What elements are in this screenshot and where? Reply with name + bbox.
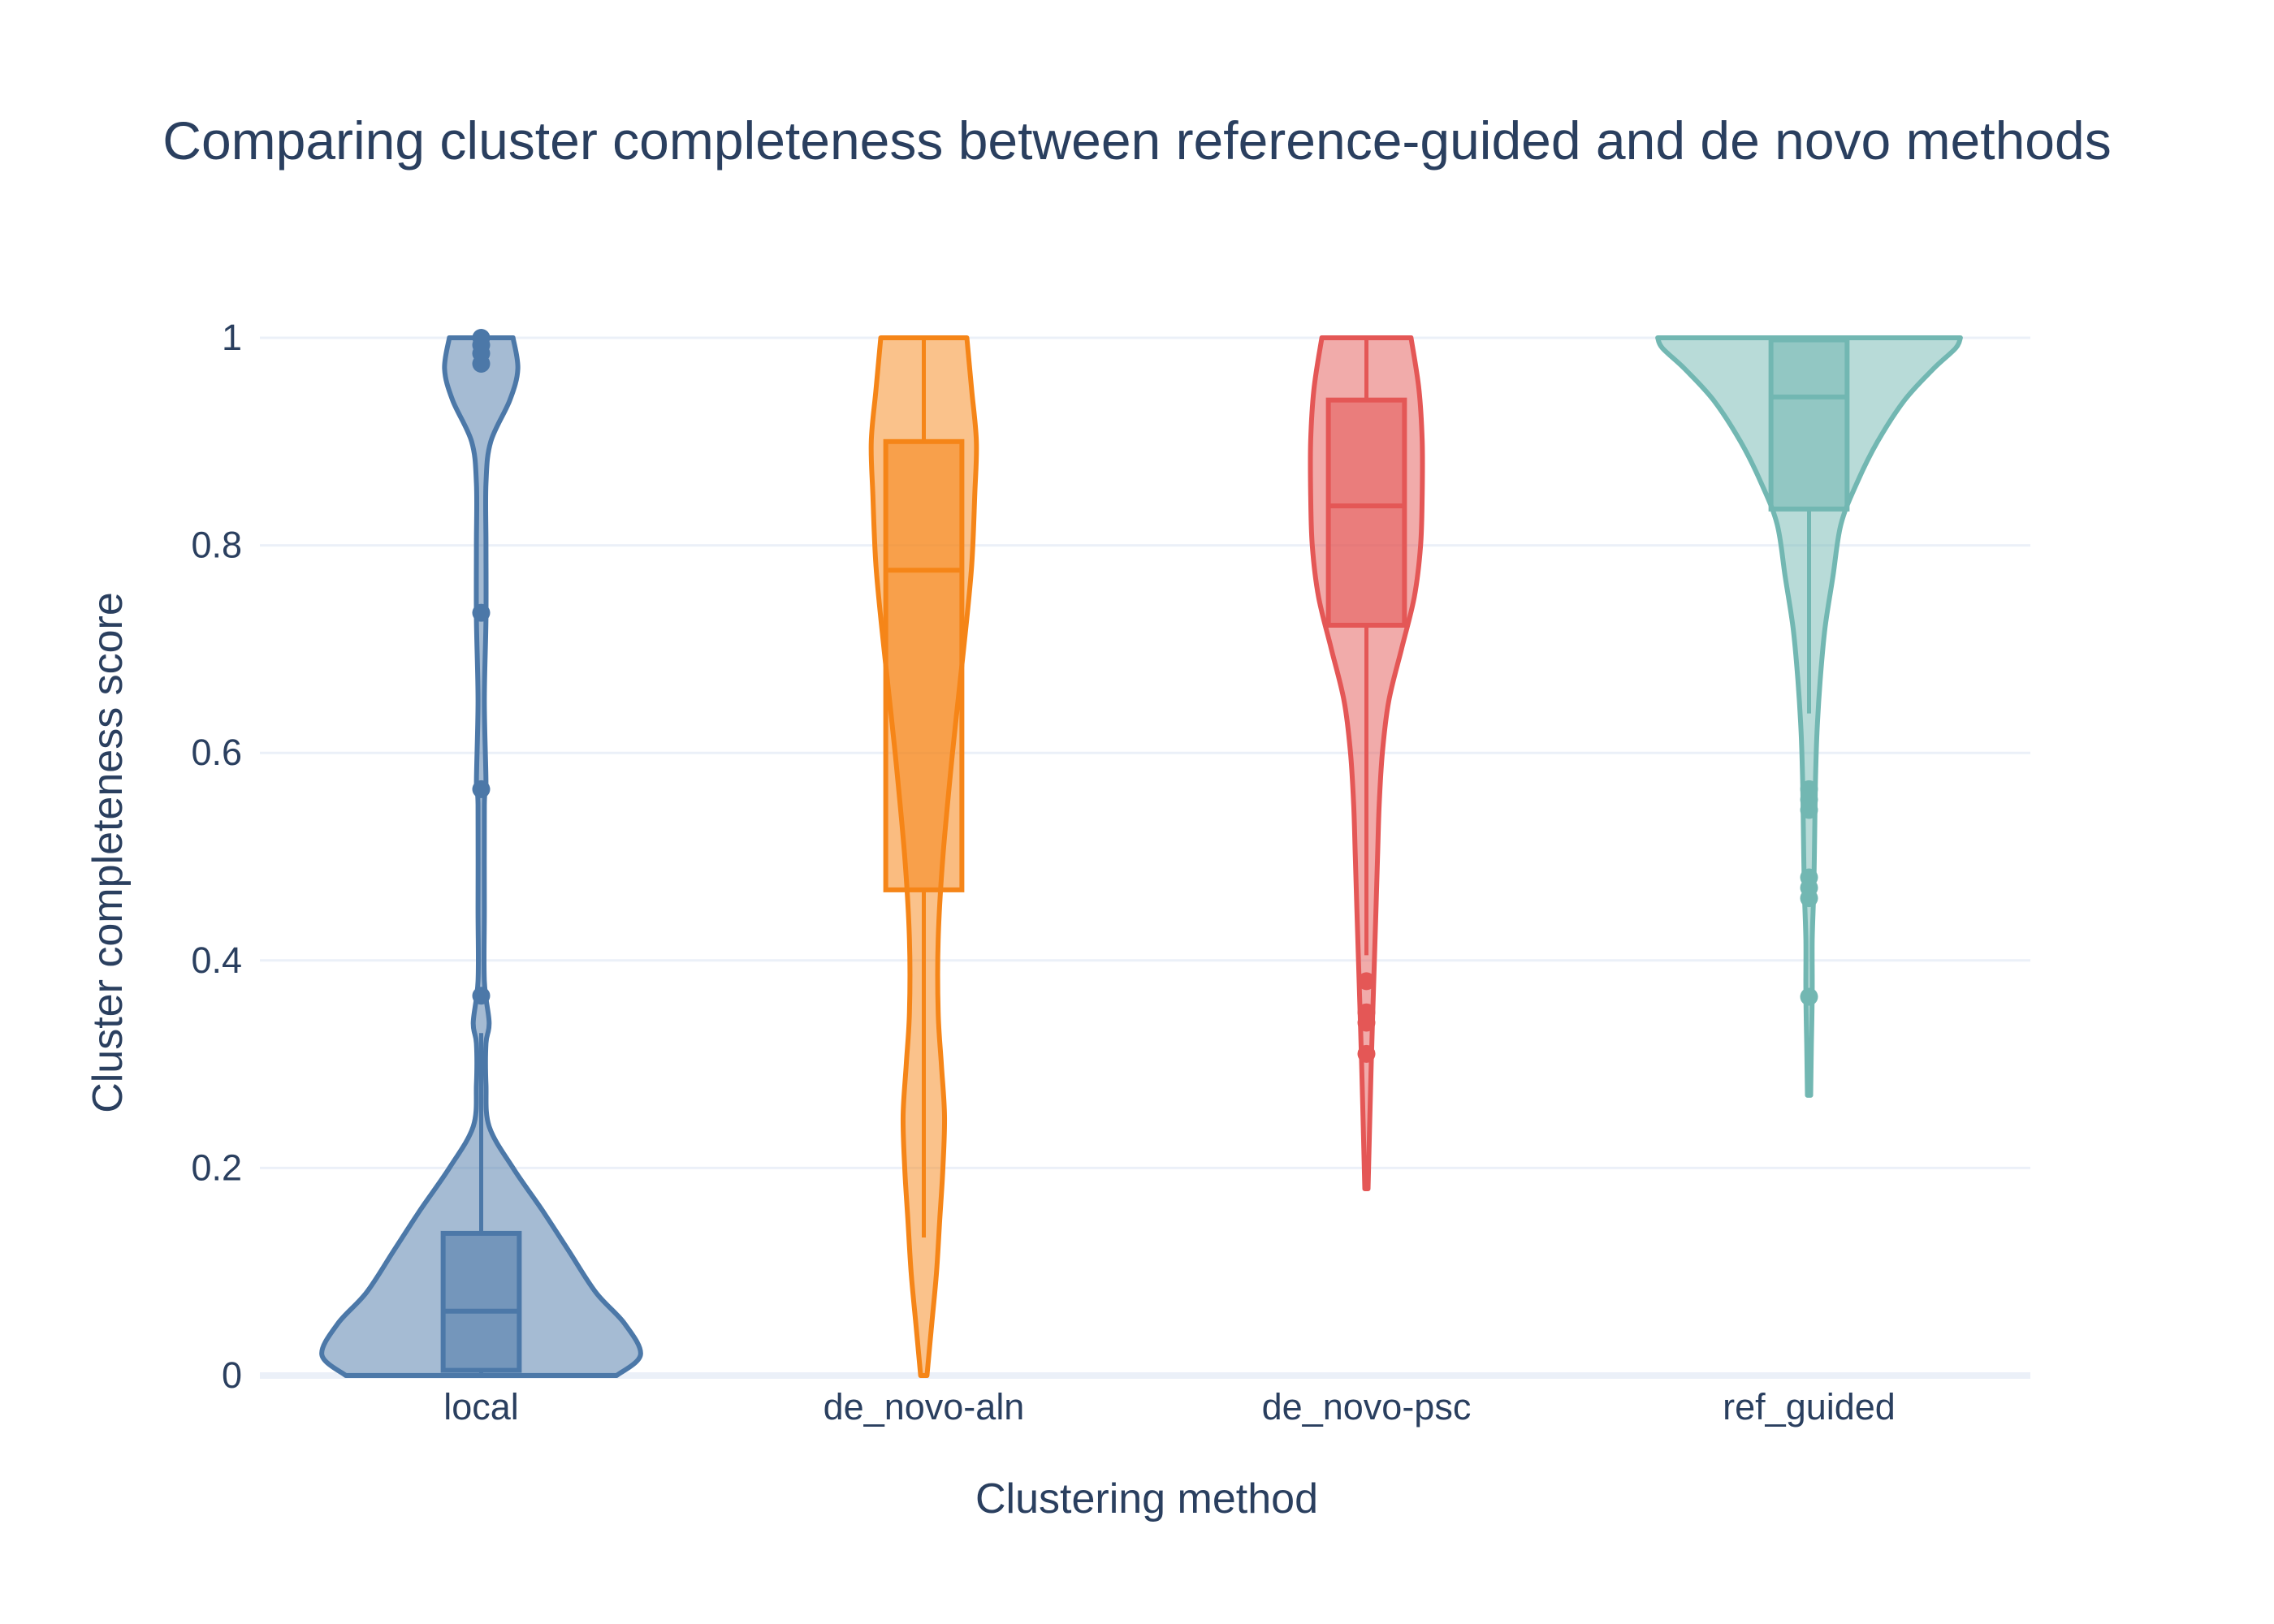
gridlines (260, 336, 2030, 1379)
violin-local (319, 329, 643, 1378)
box-iqr (440, 1230, 522, 1373)
box-iqr (883, 438, 965, 892)
chart-title: Comparing cluster completeness between r… (162, 110, 2111, 171)
outlier-point (472, 780, 491, 798)
x-tick-label: de_novo-aln (824, 1386, 1025, 1427)
y-tick-label: 0 (222, 1354, 242, 1396)
outlier-point (472, 603, 491, 622)
violin-plots (319, 329, 1963, 1378)
y-tick-label: 0.6 (191, 732, 242, 773)
y-tick-label: 0.4 (191, 939, 242, 981)
outlier-point (1357, 1003, 1376, 1021)
y-tick-label: 1 (222, 317, 242, 358)
box-iqr (1768, 337, 1850, 512)
outlier-point (1357, 972, 1376, 991)
outlier-point (1357, 1044, 1376, 1063)
y-tick-label: 0.2 (191, 1147, 242, 1188)
y-axis-ticks: 0 0.2 0.4 0.6 0.8 1 (191, 317, 242, 1396)
outlier-point (472, 987, 491, 1005)
x-tick-label: de_novo-psc (1262, 1386, 1472, 1427)
outlier-point (472, 329, 491, 347)
violin-de_novo-psc (1308, 335, 1425, 1191)
y-axis-title: Cluster completeness score (84, 592, 132, 1113)
x-tick-label: ref_guided (1723, 1386, 1896, 1427)
violin-de_novo-aln (868, 335, 979, 1378)
x-axis-title: Clustering method (975, 1475, 1318, 1522)
y-tick-label: 0.8 (191, 525, 242, 566)
violin-body (319, 335, 643, 1378)
box-iqr (1325, 397, 1407, 628)
outlier-point (1800, 780, 1818, 798)
outlier-point (1800, 868, 1818, 887)
x-tick-label: local (443, 1386, 519, 1427)
outlier-point (1800, 987, 1818, 1006)
violin-ref_guided (1655, 335, 1963, 1098)
x-axis-ticks: local de_novo-aln de_novo-psc ref_guided (443, 1386, 1896, 1427)
